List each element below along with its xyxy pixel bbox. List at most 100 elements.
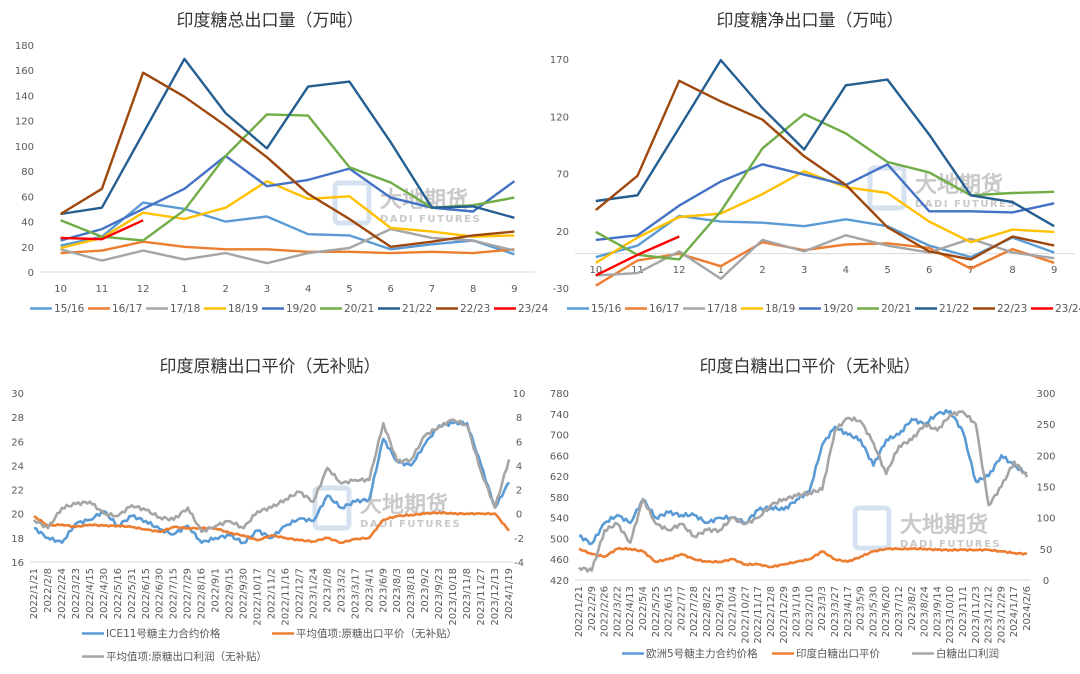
y-tick-label: 60 [21, 192, 34, 203]
x-tick-label: 2023/12/13 [490, 568, 501, 626]
x-tick-label: 2023/8/2 [907, 586, 918, 631]
x-tick-label: 2023/11/1 [958, 586, 969, 637]
x-tick-label: 2022/1/21 [574, 586, 585, 637]
y2-tick-label: 50 [1040, 545, 1053, 556]
y2-tick-label: 200 [1036, 451, 1055, 462]
x-tick-label: 2022/5/4 [638, 586, 649, 631]
y-tick-label: 120 [15, 117, 34, 128]
x-tick-label: 2022/2/9 [587, 586, 598, 631]
y2-tick-label: -4 [514, 558, 524, 569]
x-tick-label: 2022/6/30 [155, 568, 166, 619]
legend-item: 21/22 [915, 303, 969, 315]
x-tick-label: 9 [1051, 265, 1057, 276]
x-tick-label: 2023/11/8 [462, 568, 473, 619]
legend-label: 平均值项:原糖出口平价（无补贴） [296, 627, 457, 640]
legend-item: 16/17 [625, 303, 679, 315]
x-tick-label: 4 [843, 265, 849, 276]
legend-item: 平均值项:原糖出口利润（无补贴） [82, 650, 267, 663]
x-tick-label: 2023/1/24 [308, 568, 319, 619]
legend-item: 白糖出口利润 [912, 647, 999, 660]
chart-title: 印度糖净出口量（万吨） [717, 11, 904, 31]
y-tick-label: 120 [550, 112, 569, 123]
y-tick-label: 16 [11, 558, 24, 569]
x-tick-label: 2023/9/2 [420, 568, 431, 613]
y-tick-label: 580 [550, 493, 569, 504]
legend-item: 18/19 [741, 303, 795, 315]
y-tick-label: 180 [15, 41, 34, 52]
x-tick-label: 2022/5/31 [127, 568, 138, 619]
legend-label: 白糖出口利润 [936, 647, 999, 660]
x-tick-label: 7 [968, 265, 974, 276]
legend-item: 15/16 [567, 303, 622, 315]
legend-label: 18/19 [228, 303, 258, 315]
x-tick-label: 2022/8/22 [702, 586, 713, 637]
legend-item: 16/17 [88, 303, 142, 315]
x-tick-label: 2023/8/24 [920, 586, 931, 637]
x-tick-label: 11 [631, 265, 644, 276]
legend-label: 17/18 [170, 303, 200, 315]
x-tick-label: 2 [222, 284, 228, 295]
y2-tick-label: 0 [1043, 576, 1049, 587]
x-tick-label: 2023/12/29 [996, 586, 1007, 644]
y2-tick-label: 300 [1036, 389, 1055, 400]
series-line-21/22 [595, 58, 1055, 228]
x-tick-label: 2022/11/2 [267, 568, 278, 619]
x-tick-label: 5 [884, 265, 890, 276]
x-tick-label: 2023/1/19 [792, 586, 803, 637]
y-tick-label: 100 [15, 142, 34, 153]
legend-label: 17/18 [707, 303, 737, 315]
x-tick-label: 2024/2/6 [1022, 586, 1033, 631]
legend-label: 19/20 [286, 303, 316, 315]
series-line-平均值项:原糖出口平价（无补贴） [33, 510, 510, 545]
svg-text:DADI FUTURES: DADI FUTURES [915, 199, 1016, 210]
y-tick-label: 700 [550, 431, 569, 442]
legend-label: ICE11号糖主力合约价格 [106, 627, 221, 640]
chart-title: 印度糖总出口量（万吨） [177, 11, 364, 31]
x-tick-label: 2023/5/30 [868, 586, 879, 637]
y2-tick-label: 150 [1036, 483, 1055, 494]
legend-label: 16/17 [649, 303, 679, 315]
legend-label: 21/22 [939, 303, 969, 315]
x-tick-label: 2023/5/9 [856, 586, 867, 631]
y-tick-label: 40 [21, 218, 34, 229]
legend-item: 欧洲5号糖主力合约价格 [622, 647, 758, 660]
x-tick-label: 2022/12/8 [766, 586, 777, 637]
series-line-15/16 [60, 201, 515, 256]
series-line-22/23 [595, 79, 1055, 261]
x-tick-label: 2023/3/2 [336, 568, 347, 613]
legend-label: 18/19 [765, 303, 795, 315]
x-tick-label: 2022/2/24 [57, 568, 68, 619]
x-tick-label: 2023/4/17 [843, 586, 854, 637]
chart-title: 印度白糖出口平价（无补贴） [700, 357, 921, 377]
y-tick-label: 540 [550, 514, 569, 525]
x-tick-label: 2022/4/15 [85, 568, 96, 619]
y2-tick-label: 2 [516, 486, 522, 497]
legend-item: 23/24 [1031, 303, 1080, 315]
legend-label: 平均值项:原糖出口利润（无补贴） [106, 650, 267, 663]
legend-item: 17/18 [683, 303, 737, 315]
x-tick-label: 10 [589, 265, 602, 276]
x-tick-label: 9 [511, 284, 517, 295]
y-tick-label: 0 [28, 268, 34, 279]
x-tick-label: 2023/3/3 [817, 586, 828, 631]
legend-label: 16/17 [112, 303, 142, 315]
x-tick-label: 2023/11/27 [476, 568, 487, 626]
legend-label: 20/21 [344, 303, 374, 315]
y-tick-label: 140 [15, 91, 34, 102]
x-tick-label: 11 [96, 284, 109, 295]
x-tick-label: 2022/3/23 [71, 568, 82, 619]
y2-tick-label: -2 [514, 534, 524, 545]
series-line-20/21 [595, 112, 1055, 261]
x-tick-label: 2 [759, 265, 765, 276]
x-tick-label: 2022/5/25 [651, 586, 662, 637]
legend-item: 20/21 [857, 303, 911, 315]
x-tick-label: 2023/8/18 [406, 568, 417, 619]
x-tick-label: 2022/4/30 [99, 568, 110, 619]
legend-label: 20/21 [881, 303, 911, 315]
x-tick-label: 2023/3/27 [830, 586, 841, 637]
x-tick-label: 2022/4/13 [625, 586, 636, 637]
